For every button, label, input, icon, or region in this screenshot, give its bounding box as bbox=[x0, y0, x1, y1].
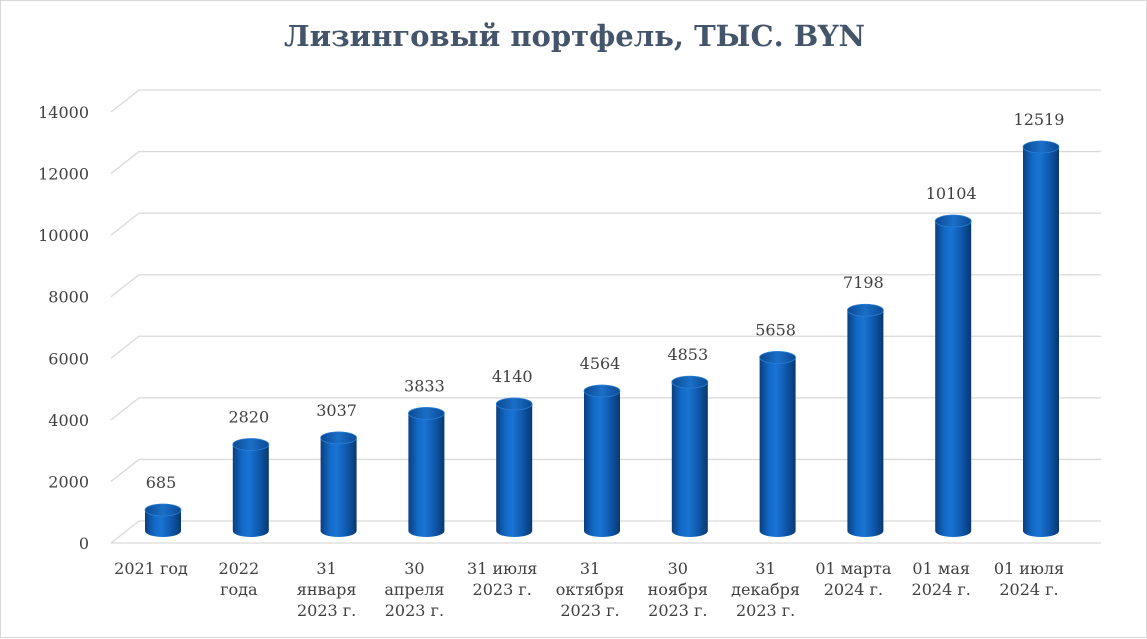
y-tick-label: 0 bbox=[79, 534, 89, 553]
data-label: 12519 bbox=[1014, 110, 1065, 129]
bar-top bbox=[232, 438, 270, 451]
bar-body bbox=[232, 444, 269, 537]
bar-body bbox=[320, 437, 357, 537]
gridline bbox=[110, 274, 1101, 298]
bar-body bbox=[1023, 147, 1059, 537]
data-label: 4853 bbox=[667, 345, 708, 364]
bar-top bbox=[144, 503, 182, 517]
bar bbox=[407, 407, 445, 537]
bar-top bbox=[759, 351, 796, 364]
bar-body bbox=[496, 404, 533, 537]
x-category-label: 01 марта 2024 г. bbox=[815, 559, 892, 599]
x-category-label: 30 апреля 2023 г. bbox=[384, 559, 444, 620]
data-label: 4564 bbox=[580, 354, 621, 373]
bar bbox=[232, 438, 270, 537]
bar bbox=[759, 351, 796, 537]
bar-top bbox=[671, 375, 709, 389]
x-category-label: 2022 года bbox=[218, 559, 259, 599]
data-label: 3833 bbox=[404, 376, 445, 395]
data-label: 5658 bbox=[755, 320, 796, 339]
y-tick-label: 8000 bbox=[48, 288, 89, 307]
bar-top bbox=[583, 384, 621, 398]
bar-top bbox=[847, 303, 884, 317]
bar bbox=[583, 384, 621, 537]
bar-top bbox=[320, 431, 358, 445]
x-category-label: 31 июля 2023 г. bbox=[467, 559, 537, 599]
bar-body bbox=[935, 221, 972, 537]
chart-title: Лизинговый портфель, ТЫС. BYN bbox=[284, 19, 865, 53]
bar-body bbox=[145, 509, 181, 537]
x-category-label: 01 июля 2024 г. bbox=[994, 559, 1064, 599]
gridline bbox=[110, 150, 1101, 175]
y-tick-label: 4000 bbox=[48, 411, 89, 430]
data-label: 4140 bbox=[492, 367, 533, 386]
bar-top bbox=[1022, 140, 1060, 154]
x-category-label: 31 декабря 2023 г. bbox=[731, 559, 800, 620]
bar bbox=[671, 375, 709, 537]
bar bbox=[320, 431, 358, 537]
x-category-label: 31 января 2023 г. bbox=[297, 559, 357, 620]
y-tick-label: 14000 bbox=[38, 103, 89, 122]
x-category-label: 30 ноября 2023 г. bbox=[648, 559, 708, 620]
data-label: 2820 bbox=[228, 408, 269, 427]
data-label: 10104 bbox=[926, 184, 977, 203]
bar bbox=[1022, 140, 1060, 537]
data-label: 3037 bbox=[316, 401, 357, 420]
gridline bbox=[110, 335, 1101, 359]
data-label: 685 bbox=[146, 473, 177, 492]
y-tick-label: 2000 bbox=[48, 472, 89, 491]
bar bbox=[934, 214, 972, 537]
y-tick-label: 10000 bbox=[38, 226, 89, 245]
bar bbox=[144, 503, 182, 537]
x-category-label: 31 октября 2023 г. bbox=[556, 559, 625, 620]
bar-top bbox=[495, 397, 533, 411]
bar-body bbox=[671, 382, 708, 537]
bar bbox=[495, 397, 533, 537]
bar bbox=[847, 303, 884, 537]
y-tick-label: 12000 bbox=[38, 165, 89, 184]
x-category-label: 01 мая 2024 г. bbox=[912, 559, 971, 599]
bar-body bbox=[759, 357, 796, 537]
bar-top bbox=[407, 407, 445, 420]
bar-top bbox=[934, 214, 972, 228]
gridline bbox=[110, 212, 1101, 236]
bar-body bbox=[408, 413, 445, 537]
y-tick-label: 6000 bbox=[48, 349, 89, 368]
data-label: 7198 bbox=[843, 273, 884, 292]
gridline bbox=[110, 89, 1101, 113]
bar-body bbox=[584, 391, 620, 537]
x-category-label: 2021 год bbox=[114, 559, 188, 578]
bar-body bbox=[847, 310, 884, 537]
